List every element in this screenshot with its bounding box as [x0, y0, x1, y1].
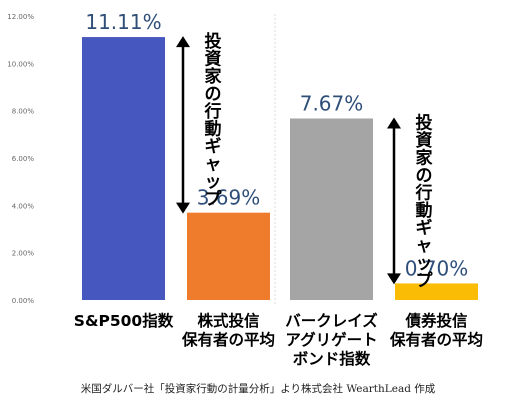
bar [395, 283, 478, 300]
category-label: 株式投信 [197, 311, 259, 330]
gap-annotation-char: の [205, 85, 222, 105]
gap-annotation-char: 家 [205, 66, 222, 87]
y-tick-label: 6.00% [12, 155, 35, 163]
gap-annotation-char: 投 [416, 112, 433, 133]
bar [290, 118, 373, 300]
category-label: 保有者の平均 [181, 330, 275, 349]
gap-annotation-char: 動 [416, 200, 433, 221]
gap-arrow-head-up [176, 36, 190, 48]
value-labels: 11.11% 3.69% 7.67% 0.70% [85, 10, 468, 280]
gap-annotation-char: の [416, 166, 433, 186]
gap-annotation-char: 行 [415, 182, 433, 203]
gap-arrow-head-down [387, 273, 401, 285]
category-label: S&P500指数 [74, 311, 174, 330]
gap-annotation-char: 動 [205, 119, 222, 140]
gap-annotation-char: 資 [205, 50, 222, 70]
value-label: 7.67% [300, 91, 364, 115]
gap-annotation-char: 行 [204, 101, 222, 122]
value-label: 0.70% [405, 256, 469, 280]
category-label: アグリゲート [285, 330, 377, 349]
y-tick-label: 4.00% [12, 202, 35, 210]
bar [187, 212, 270, 300]
gap-annotation-char: 家 [416, 147, 433, 168]
gap-annotation-char: ッ [205, 172, 222, 192]
category-label: バークレイズ [285, 311, 378, 330]
category-label: ボンド指数 [293, 349, 371, 368]
value-label: 11.11% [85, 10, 161, 34]
y-tick-label: 12.00% [7, 13, 34, 21]
bar [82, 37, 165, 301]
y-tick-label: 2.00% [12, 250, 35, 258]
y-tick-label: 0.00% [12, 297, 35, 305]
gap-annotation-char: 投 [205, 31, 222, 52]
gap-annotation-char: プ [416, 270, 434, 291]
y-tick-label: 10.00% [7, 60, 34, 68]
bars [82, 37, 478, 301]
y-tick-label: 8.00% [12, 108, 35, 116]
category-label: 債券投信 [404, 311, 467, 330]
gap-arrow-head-down [176, 202, 190, 214]
gap-annotation-char: 資 [416, 131, 433, 151]
gap-annotation-char: プ [205, 189, 223, 210]
category-labels: S&P500指数 株式投信保有者の平均バークレイズアグリゲートボンド指数債券投信保… [74, 311, 483, 368]
source-note: 米国ダルバー社「投資家行動の計量分析」より株式会社 WearthLead 作成 [81, 382, 436, 395]
category-label: 保有者の平均 [389, 330, 483, 349]
gap-annotation-char: ギ [205, 137, 222, 157]
y-axis: 0.00% 2.00% 4.00% 6.00% 8.00% 10.00% 12.00% [7, 13, 34, 305]
gap-annotation-char: ッ [416, 253, 433, 273]
gap-annotation-char: ャ [416, 236, 433, 256]
gap-arrow-head-up [387, 117, 401, 129]
gap-annotation-char: ギ [416, 218, 433, 238]
gap-annotation-char: ャ [205, 155, 222, 175]
value-label: 3.69% [197, 186, 261, 210]
